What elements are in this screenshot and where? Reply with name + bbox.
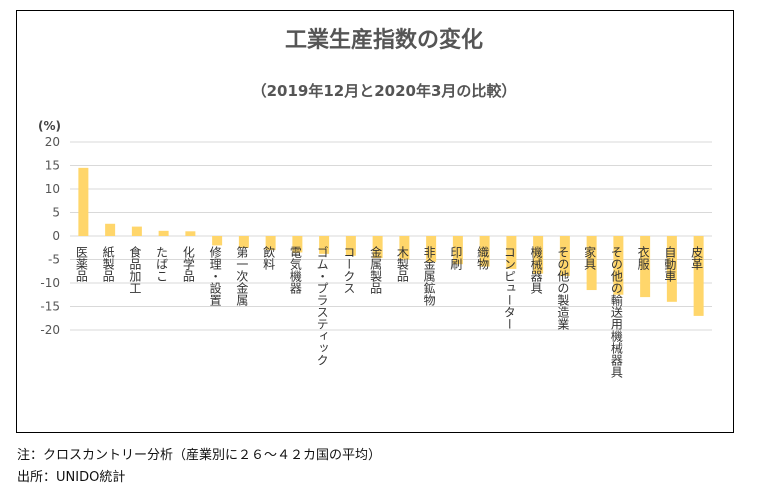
bar (292, 236, 303, 253)
bar (533, 236, 544, 274)
x-category-label: 化学品 (181, 246, 195, 282)
y-tick-label: 10 (45, 182, 60, 196)
x-category-label: コークス (342, 246, 356, 294)
bar (212, 236, 223, 246)
bar (426, 236, 437, 262)
chart-subtitle: （2019年12月と2020年3月の比較） (251, 82, 517, 100)
bar (105, 223, 116, 236)
x-category-label: 紙製品 (101, 245, 115, 282)
bar (238, 236, 249, 248)
bar (640, 236, 651, 298)
x-category-label: 木製品 (395, 246, 409, 282)
bar (372, 236, 383, 259)
y-axis-ticks: 20 15 10 5 0 -5 -10 -15 -20 (40, 135, 60, 337)
x-category-label: 非金属鉱物 (422, 246, 436, 306)
bar (158, 230, 169, 236)
x-axis-labels: 医薬品 紙製品 食品加工 たばこ 化学品 修理・設置 第一次金属 飲料 電気機器 ゴム・プラスティ… (74, 245, 703, 378)
x-category-label: コンピューター (502, 246, 516, 330)
bar (185, 231, 196, 236)
y-tick-label: 20 (45, 135, 60, 149)
bar (319, 236, 330, 254)
x-category-label: ゴム・プラスティック (315, 245, 329, 366)
x-category-label: その他の輸送用機械器具 (609, 246, 623, 378)
chart-title: 工業生産指数の変化 (284, 28, 483, 53)
x-category-label: 医薬品 (74, 246, 88, 282)
x-category-label: 印刷 (449, 246, 463, 270)
bar (265, 236, 276, 251)
x-category-label: 飲料 (262, 245, 276, 270)
y-tick-label: -15 (40, 300, 60, 314)
bar (399, 236, 410, 260)
x-category-label: 電気機器 (288, 246, 302, 295)
bar (131, 226, 142, 236)
x-category-label: 家具 (583, 245, 597, 270)
bar (586, 236, 597, 291)
gridlines (70, 141, 712, 331)
y-tick-label: 15 (45, 159, 60, 173)
bar (479, 236, 490, 267)
y-tick-label: 0 (52, 229, 60, 243)
bar (693, 236, 704, 316)
x-category-label: 修理・設置 (208, 245, 222, 306)
chart-frame (16, 10, 734, 433)
bar (613, 236, 624, 295)
footnote: 注：クロスカントリー分析（産業別に２６～４２カ国の平均） (17, 448, 382, 463)
x-category-label: 食品加工 (128, 245, 142, 294)
x-category-label: 金属製品 (369, 245, 383, 294)
y-tick-label: -10 (40, 276, 60, 290)
x-category-label: 織物 (476, 246, 490, 270)
bar (559, 236, 570, 276)
bar (452, 236, 463, 265)
x-category-label: 皮革 (690, 246, 704, 270)
x-category-label: その他の製造業 (556, 246, 570, 330)
y-tick-label: -20 (40, 323, 60, 337)
bar (506, 236, 517, 269)
x-category-label: 衣服 (636, 245, 650, 271)
bars (78, 167, 704, 316)
bar (345, 236, 356, 256)
source-note: 出所：UNIDO統計 (17, 470, 126, 485)
y-tick-label: 5 (52, 206, 60, 220)
y-axis-unit: (%) (38, 119, 61, 133)
x-category-label: 第一次金属 (235, 246, 249, 307)
x-category-label: たばこ (155, 246, 169, 282)
x-category-label: 自動車 (663, 246, 677, 283)
y-tick-label: -5 (48, 253, 60, 267)
x-category-label: 機械器具 (529, 245, 543, 294)
bar (78, 167, 89, 236)
bar (666, 236, 677, 302)
